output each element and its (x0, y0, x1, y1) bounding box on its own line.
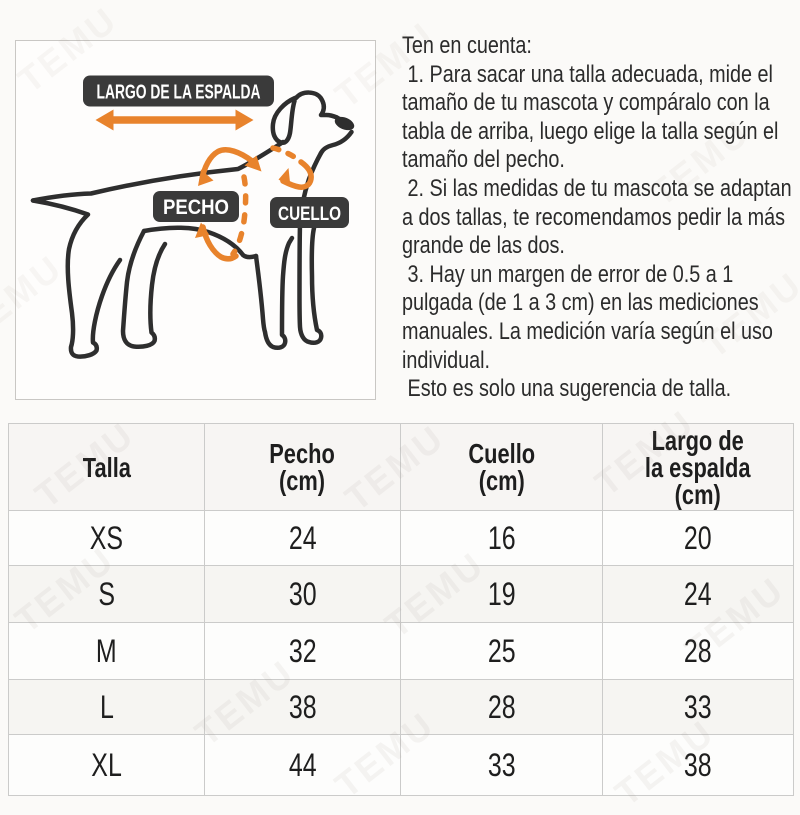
svg-text:PECHO: PECHO (163, 196, 229, 219)
svg-text:LARGO DE LA ESPALDA: LARGO DE LA ESPALDA (97, 82, 261, 104)
svg-text:CUELLO: CUELLO (278, 204, 341, 225)
